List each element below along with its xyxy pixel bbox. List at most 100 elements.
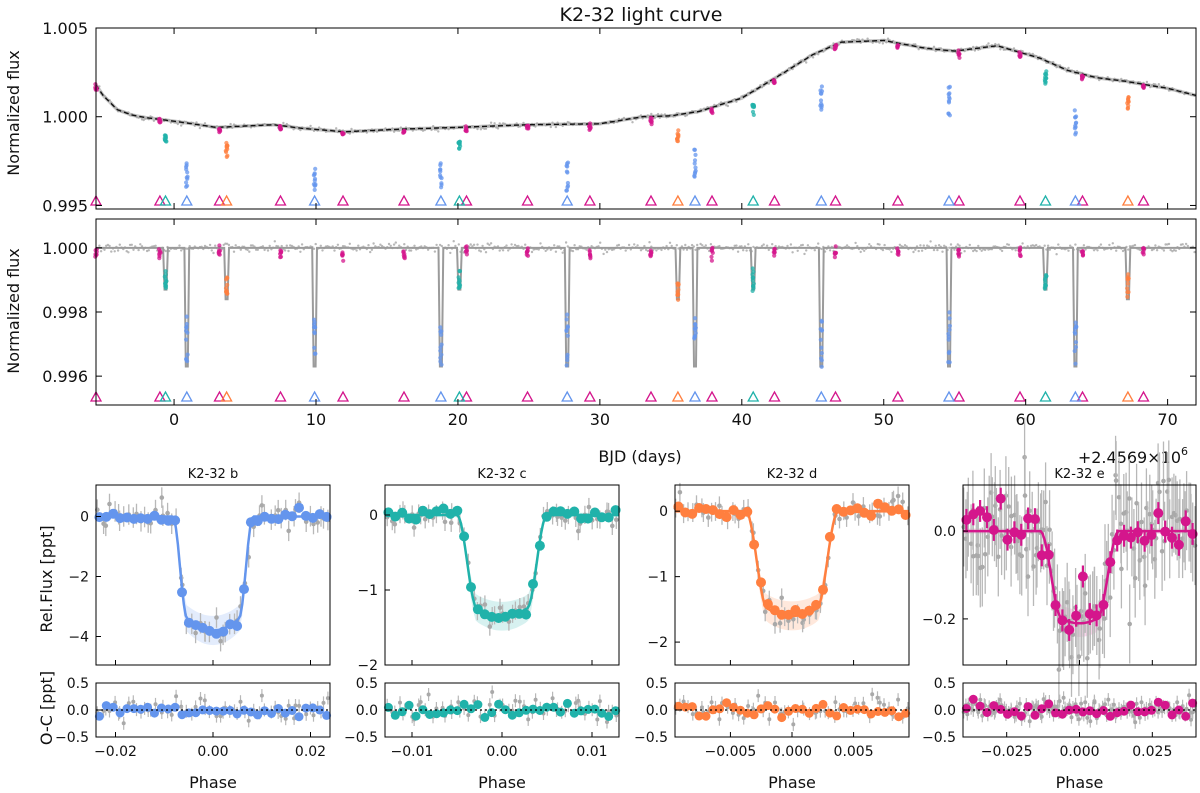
panel-c-bin-point: [569, 506, 580, 517]
bottom-panel-transit-point-c: [162, 274, 167, 279]
bottom-panel-transit-point-b: [185, 330, 190, 335]
panel-d-model-line: [675, 509, 909, 618]
bottom-panel-transit-point-c: [750, 272, 755, 277]
panel-d-data-point: [900, 499, 905, 505]
panel-c-resid-point: [605, 720, 609, 724]
panel-e-bin-point: [1043, 549, 1054, 560]
bottom-panel-data-point: [99, 250, 103, 253]
top-panel-transit-point-b: [185, 176, 190, 181]
panel-e-bin-point: [1105, 557, 1116, 568]
bottom-panel-transit-point-b: [439, 352, 444, 357]
top-panel-transit-point-e: [957, 55, 962, 60]
bottom-panel-data-point: [139, 243, 142, 246]
top-panel-frame: [95, 27, 1197, 210]
panel-c-resid-point: [526, 717, 531, 722]
panel-e-resid-bin: [1167, 710, 1177, 720]
bottom-panel-transit-point-b: [565, 333, 570, 338]
panel-e-resid-point: [976, 710, 981, 715]
panel-c-resid-bin: [411, 711, 421, 721]
panel-e-resid-bin: [1078, 707, 1088, 717]
panel-e-data-point: [982, 552, 988, 557]
panel-d-data-point: [777, 620, 783, 626]
bottom-panel-data-point: [694, 248, 697, 251]
panel-c-resid-point: [533, 697, 538, 702]
bottom-panel-data-point: [372, 242, 375, 245]
panel-c-resid-bin: [583, 704, 593, 714]
bottom-panel-data-point: [881, 248, 885, 252]
panel-b: K2-32 b −4 −2 0 −0.5 0.0 0.5 −0.02 0.00 0.02 Phase: [55, 467, 332, 792]
panel-d-title: K2-32 d: [767, 467, 817, 482]
top-panel-transit-marker-c: [747, 194, 760, 206]
light-curve-bottom-panel: 0.996 0.998 1.000 0 10 20 30 40 50 60 70: [42, 218, 1197, 429]
panel-d-data-point: [762, 609, 768, 615]
panel-d-bin-point: [804, 605, 815, 616]
bottom-panel-data-point: [585, 248, 588, 251]
panel-b-resid-point: [283, 716, 288, 721]
top-panel-transit-marker-e: [460, 194, 473, 206]
panel-c-resid-bin: [432, 709, 442, 719]
panel-e-resid-point: [1061, 695, 1066, 700]
top-panel-transit-point-b: [692, 147, 698, 152]
bottom-panel-transit-marker-e: [460, 390, 473, 402]
panel-d-data-point: [837, 516, 842, 522]
panel-d-data-point: [891, 497, 896, 503]
bottom-panel-data-point: [251, 244, 254, 247]
top-panel-ytick-label: 0.995: [42, 196, 88, 215]
bottom-panel-data-point: [312, 247, 316, 250]
bottom-panel-data-point: [498, 249, 501, 252]
top-panel-transit-point-b: [565, 183, 571, 188]
bottom-panel-data-point: [484, 251, 488, 254]
panel-e-data-point: [1139, 519, 1144, 525]
top-panel-data-point: [493, 122, 496, 125]
top-panel-transit-point-d: [676, 133, 681, 138]
bottom-panel-data-point: [248, 250, 251, 253]
panel-d-resid-bin: [866, 709, 876, 719]
panel-b-resid-bin: [218, 706, 228, 716]
bottom-panel-transit-point-e: [402, 251, 407, 256]
bottom-panel-data-point: [333, 249, 336, 252]
panel-e-data-point: [1096, 637, 1102, 643]
bottom-panel-data-point: [1067, 249, 1070, 252]
panel-c-data-point: [521, 604, 527, 609]
panel-e-bin-point: [1180, 516, 1191, 527]
bottom-panel-transit-point-e: [772, 247, 777, 252]
top-panel-transit-point-b: [1073, 132, 1078, 137]
panel-d-resid-bin: [804, 708, 814, 718]
top-panel-transit-point-b: [818, 91, 824, 96]
bottom-panel-transit-point-e: [341, 258, 346, 263]
bottom-panel-transit-point-c: [1043, 273, 1049, 278]
panel-b-resid-bin: [129, 704, 139, 714]
panel-b-resid-bin: [108, 702, 118, 712]
panel-e-resid-bin: [1105, 711, 1115, 721]
panel-d-resid-point: [875, 695, 880, 700]
bottom-panel-transit-point-b: [439, 362, 444, 367]
panel-e-bin-point: [961, 514, 972, 525]
panel-e-data-point: [980, 564, 985, 570]
bottom-panel-data-point: [932, 248, 936, 252]
panel-b-resid-bin: [239, 705, 249, 715]
bottom-panel-transit-point-b: [184, 322, 189, 327]
panel-b-bin-point: [218, 626, 229, 637]
bottom-panel-data-point: [110, 250, 113, 253]
panel-e-resid-bin: [1188, 698, 1198, 708]
panel-c-resid-bin: [562, 698, 572, 708]
top-panel-data-point: [496, 127, 500, 130]
panel-d-resid-ytick-label: 0.0: [646, 703, 668, 719]
phase-folded-panels: K2-32 b−4−20−0.50.00.5−0.02 0.00 0.02Phase…: [55, 417, 1198, 792]
panel-d-bin-point: [811, 599, 822, 610]
bottom-panel-data-point: [440, 244, 443, 248]
top-panel-transit-marker-e: [1137, 194, 1150, 206]
panel-e-resid-point: [1111, 702, 1116, 707]
panel-e-data-point: [1085, 656, 1090, 661]
bottom-panel-transit-marker-e: [1137, 390, 1150, 402]
bottom-panel-data-point: [224, 242, 227, 245]
panel-e-data-point: [1107, 595, 1113, 600]
top-panel-transit-point-b: [1072, 108, 1077, 113]
top-panel-transit-point-b: [565, 170, 570, 175]
top-panel-transit-marker-e: [213, 194, 226, 206]
bottom-panel-data-point: [919, 244, 922, 247]
bottom-panel-transit-point-e: [832, 255, 838, 260]
panel-b-resid-point: [198, 696, 203, 701]
panel-b-data-point: [218, 638, 223, 644]
bottom-panel-data-point: [1193, 250, 1196, 254]
